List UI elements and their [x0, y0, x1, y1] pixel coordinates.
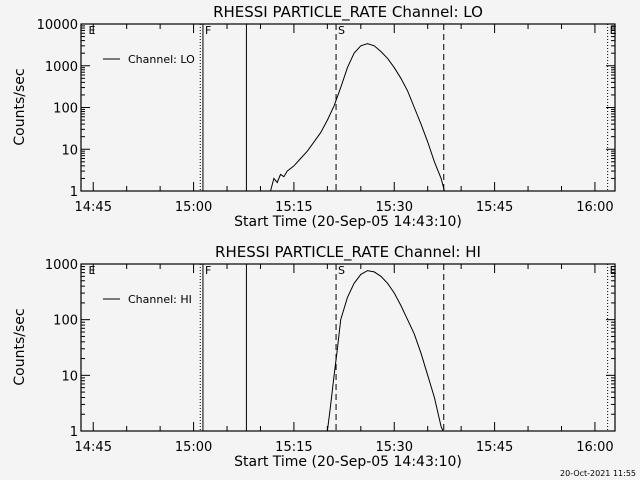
x-tick-label: 16:00 [576, 440, 613, 455]
marker-label: S [338, 24, 345, 37]
y-tick-label: 10 [61, 143, 78, 158]
series-line [270, 43, 445, 192]
plot-frame [80, 23, 616, 192]
x-tick-label: 14:45 [75, 440, 112, 455]
x-tick-label: 14:45 [75, 200, 112, 215]
marker-label: E [610, 24, 617, 37]
marker-label: E [89, 24, 96, 37]
x-tick-label: 15:45 [476, 200, 513, 215]
y-tick-label: 10000 [37, 18, 78, 33]
x-tick-label: 15:00 [175, 200, 212, 215]
y-axis-label-hi: Counts/sec [12, 308, 28, 385]
chart-title-hi: RHESSI PARTICLE_RATE Channel: HI [215, 243, 481, 262]
marker-label: E [610, 264, 617, 277]
x-tick-label: 15:15 [275, 200, 312, 215]
x-tick-label: 15:45 [476, 440, 513, 455]
marker-label: F [205, 264, 211, 277]
x-tick-label: 15:30 [376, 440, 413, 455]
y-tick-label: 10 [61, 369, 78, 384]
marker-label: E [89, 264, 96, 277]
y-axis-label-lo: Counts/sec [12, 68, 28, 145]
marker-label: S [338, 264, 345, 277]
x-axis-label-hi: Start Time (20-Sep-05 14:43:10) [234, 454, 462, 470]
x-tick-label: 15:00 [175, 440, 212, 455]
y-tick-label: 1 [70, 425, 78, 440]
y-tick-label: 1000 [45, 60, 78, 75]
x-tick-label: 16:00 [576, 200, 613, 215]
panel-hi: RHESSI PARTICLE_RATE Channel: HI Start T… [12, 243, 617, 470]
y-tick-label: 100 [53, 314, 78, 329]
y-tick-label: 1 [70, 185, 78, 200]
legend-label-lo: Channel: LO [128, 53, 195, 66]
marker-label: F [205, 24, 211, 37]
timestamp: 20-Oct-2021 11:55 [560, 469, 636, 478]
x-tick-label: 15:30 [376, 200, 413, 215]
y-tick-label: 100 [53, 102, 78, 117]
y-tick-label: 1000 [45, 258, 78, 273]
panel-lo: RHESSI PARTICLE_RATE Channel: LO Start T… [12, 3, 617, 230]
x-tick-label: 15:15 [275, 440, 312, 455]
plot-frame [80, 263, 616, 432]
chart-title-lo: RHESSI PARTICLE_RATE Channel: LO [213, 3, 483, 22]
x-axis-label-lo: Start Time (20-Sep-05 14:43:10) [234, 214, 462, 230]
series-line [326, 270, 444, 432]
legend-label-hi: Channel: HI [128, 293, 192, 306]
